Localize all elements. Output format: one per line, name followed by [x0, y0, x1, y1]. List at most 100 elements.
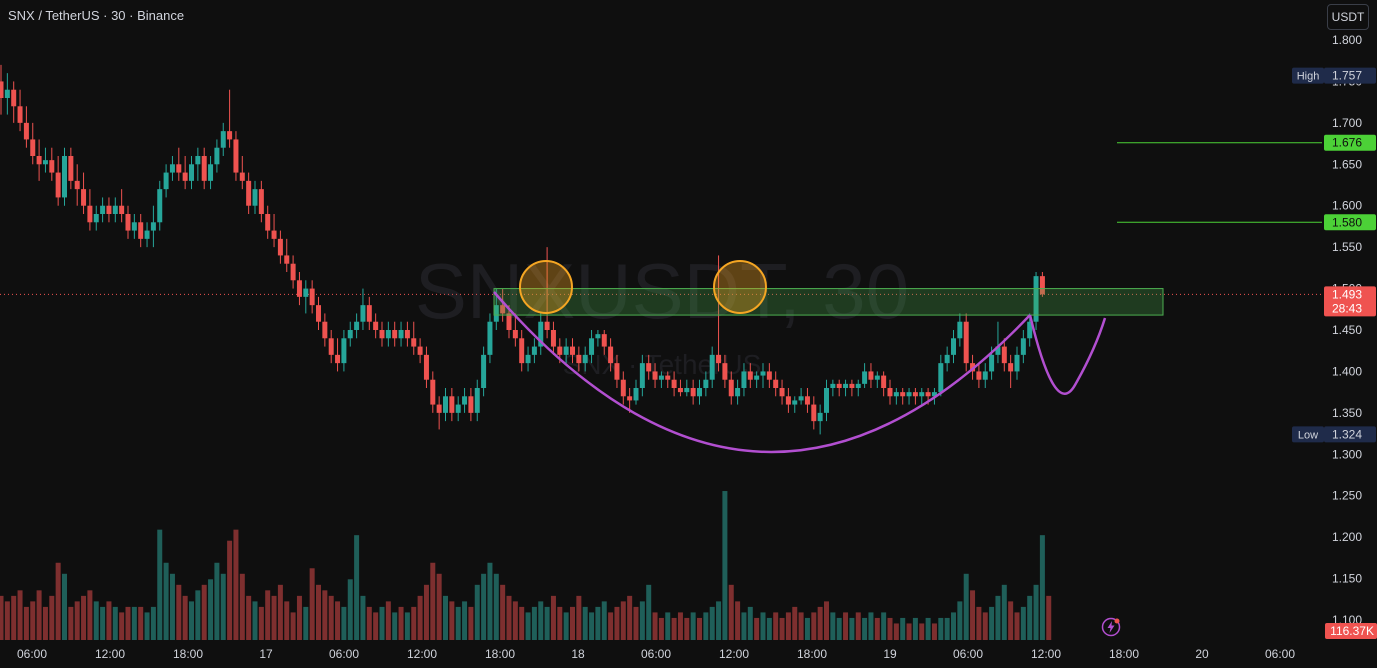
volume-bar: [233, 529, 239, 640]
candle-body: [277, 238, 283, 256]
candle-body: [328, 338, 334, 355]
candle-body: [93, 214, 99, 223]
candle-body: [817, 412, 823, 422]
candle-body: [747, 371, 753, 380]
volume-bar: [201, 584, 207, 640]
volume-bar: [0, 595, 4, 640]
volume-bar: [754, 617, 760, 640]
volume-bar: [563, 612, 569, 640]
volume-bar: [989, 606, 995, 640]
volume-bar: [690, 612, 696, 640]
volume-bar: [119, 612, 125, 640]
y-tick-label: 1.650: [1332, 157, 1362, 171]
candle-body: [862, 371, 868, 384]
volume-bar: [589, 612, 595, 640]
volume-bar: [100, 606, 106, 640]
candle-body: [1014, 354, 1020, 372]
volume-bar: [436, 573, 442, 640]
volume-bar: [68, 606, 74, 640]
candle-body: [373, 321, 379, 330]
y-tick-label: 1.200: [1332, 530, 1362, 544]
candle-body: [189, 164, 194, 181]
volume-bar: [697, 617, 702, 640]
candle-body: [1033, 276, 1039, 322]
volume-bar: [328, 595, 334, 640]
candle-body: [157, 189, 163, 223]
high-label-bg: [1292, 67, 1324, 84]
candle-body: [500, 305, 506, 314]
x-tick-label: 19: [883, 647, 897, 661]
volume-bar: [601, 601, 607, 640]
candle-body: [550, 330, 556, 347]
volume-bar: [87, 590, 93, 640]
volume-bar: [144, 612, 150, 640]
volume-bar: [1027, 595, 1033, 640]
x-tick-label: 06:00: [641, 647, 671, 661]
volume-bar: [970, 590, 976, 640]
volume-bar: [23, 606, 29, 640]
y-tick-label: 1.400: [1332, 364, 1362, 378]
x-tick-label: 18:00: [485, 647, 515, 661]
volume-bar: [11, 595, 17, 640]
volume-bar: [93, 601, 99, 640]
volume-bar: [62, 573, 67, 640]
candle-body: [23, 122, 29, 140]
volume-bar: [208, 579, 214, 640]
volume-bar: [900, 617, 906, 640]
currency-unit-button[interactable]: USDT: [1327, 4, 1369, 30]
volume-bar: [169, 573, 175, 640]
volume-bar: [30, 601, 36, 640]
candle-body: [944, 354, 950, 364]
candle-body: [220, 131, 226, 148]
volume-bar: [938, 617, 944, 640]
volume-bar: [849, 617, 855, 640]
volume-bar: [106, 601, 112, 640]
y-tick-label: 1.450: [1332, 323, 1362, 337]
volume-bar: [519, 606, 525, 640]
candle-body: [849, 383, 855, 388]
candle-body: [11, 89, 17, 107]
x-tick-label: 12:00: [719, 647, 749, 661]
candle-body: [760, 371, 766, 376]
volume-bar: [792, 606, 798, 640]
candle-body: [214, 147, 220, 165]
flash-icon[interactable]: [1101, 617, 1121, 637]
x-tick-label: 18:00: [1109, 647, 1139, 661]
candle-body: [735, 388, 741, 397]
candle-body: [246, 180, 252, 206]
candle-body: [176, 164, 182, 173]
volume-bar: [392, 612, 398, 640]
candle-body: [836, 383, 842, 388]
volume-bar: [398, 606, 404, 640]
candle-body: [697, 388, 702, 397]
volume-bar: [42, 606, 48, 640]
candle-body: [443, 396, 448, 413]
low-value-bg: [1324, 426, 1376, 443]
candle-body: [150, 222, 156, 231]
volume-bar: [570, 606, 575, 640]
low-label: Low: [1298, 429, 1318, 441]
candle-body: [392, 330, 398, 339]
volume-bar: [982, 612, 988, 640]
candle-body: [316, 305, 321, 322]
candle-body: [811, 404, 817, 422]
volume-bar: [4, 601, 10, 640]
candle-body: [639, 363, 645, 388]
candle-body: [843, 383, 849, 388]
candle-body: [728, 379, 734, 397]
candle-body: [652, 371, 658, 380]
volume-bar: [785, 612, 791, 640]
volume-bar: [36, 590, 42, 640]
volume-bar: [531, 606, 537, 640]
candle-body: [385, 330, 391, 339]
volume-bar: [582, 606, 588, 640]
volume-bar: [360, 595, 366, 640]
volume-bar: [277, 584, 283, 640]
candle-body: [468, 396, 474, 413]
volume-bar: [322, 590, 328, 640]
candle-body: [976, 371, 982, 380]
volume-bar: [157, 529, 163, 640]
volume-bar: [468, 606, 474, 640]
candle-body: [989, 354, 995, 372]
